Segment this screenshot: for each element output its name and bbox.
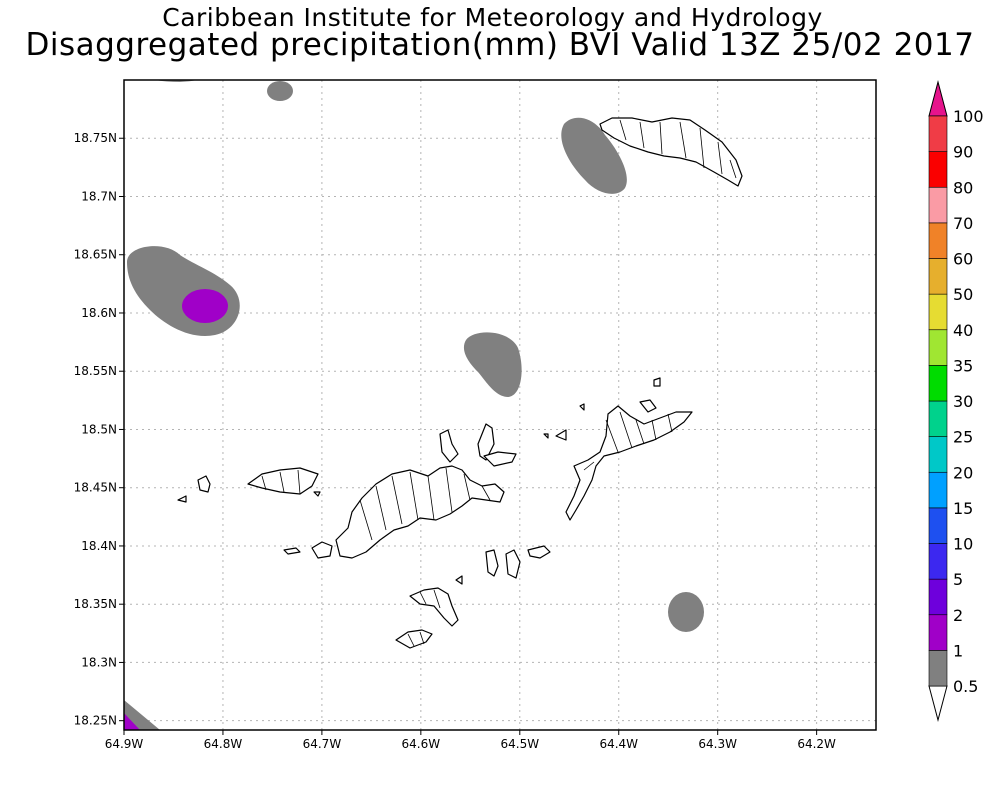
island-west-dot — [177, 495, 187, 503]
legend-swatch — [928, 293, 948, 331]
legend-label: 10 — [953, 535, 973, 554]
legend-label: 35 — [953, 356, 973, 375]
y-tick-label: 18.7N — [81, 189, 117, 203]
island-peter — [409, 587, 459, 627]
x-tick-label: 64.9W — [105, 737, 144, 751]
plot-background — [124, 80, 876, 730]
legend-triangle-high — [928, 80, 948, 117]
title-line1: Caribbean Institute for Meteorology and … — [162, 3, 823, 32]
island-virgin-gorda — [565, 405, 693, 521]
island-parcels — [261, 119, 737, 647]
legend-swatch — [928, 222, 948, 259]
x-tick-label: 64.7W — [303, 737, 342, 751]
x-tick-label: 64.3W — [698, 737, 737, 751]
legend-swatch — [928, 151, 948, 188]
legend-label: 0.5 — [953, 677, 978, 696]
island-little-thatch — [283, 547, 301, 555]
island-great-camanoe — [477, 423, 495, 461]
legend-label: 90 — [953, 143, 973, 162]
legend-swatch — [928, 400, 948, 437]
legend-swatch — [928, 543, 948, 580]
legend-label: 30 — [953, 392, 973, 411]
legend-swatch — [928, 329, 948, 366]
legend-label: 50 — [953, 285, 973, 304]
island-dead-chest — [455, 575, 463, 585]
y-tick-label: 18.25N — [74, 714, 117, 728]
y-tick-label: 18.65N — [74, 248, 117, 262]
precip-layer — [124, 80, 704, 730]
x-tick-label: 64.8W — [204, 737, 243, 751]
legend-swatch — [928, 578, 948, 616]
x-tick-label: 64.6W — [402, 737, 441, 751]
cell-anegada — [561, 117, 627, 194]
islands-layer — [177, 117, 743, 649]
legend-swatch — [928, 614, 948, 651]
island-ginger — [527, 545, 551, 559]
legend-label: 2 — [953, 606, 963, 625]
legend-triangle-low — [928, 685, 948, 722]
island-cooper — [485, 549, 499, 577]
y-tick-label: 18.4N — [81, 539, 117, 553]
y-tick-label: 18.45N — [74, 481, 117, 495]
legend-swatch — [928, 258, 948, 295]
legend-label: 15 — [953, 499, 973, 518]
island-tortola — [335, 465, 505, 559]
title-line2: Disaggregated precipitation(mm) BVI Vali… — [25, 27, 975, 63]
y-tick-label: 18.55N — [74, 364, 117, 378]
legend-swatch — [928, 186, 948, 224]
island-guana-small — [543, 433, 549, 439]
island-west-small — [197, 475, 211, 493]
island-necker — [653, 377, 661, 387]
y-tick-label: 18.35N — [74, 597, 117, 611]
plot-frame — [123, 79, 877, 731]
island-great-thatch — [311, 541, 333, 559]
y-tick-label: 18.75N — [74, 131, 117, 145]
legend-swatch — [928, 365, 948, 402]
island-scrub — [439, 429, 459, 463]
y-tick-label: 18.5N — [81, 422, 117, 436]
legend-label: 100 — [953, 107, 984, 126]
x-axis-ticks: 64.9W 64.8W 64.7W 64.6W 64.5W 64.4W 64.3W 64.2W — [105, 730, 836, 751]
legend-label: 5 — [953, 570, 963, 589]
legend-label: 40 — [953, 321, 973, 340]
island-east-dot — [313, 491, 321, 497]
x-tick-label: 64.4W — [599, 737, 638, 751]
legend-label: 1 — [953, 641, 963, 660]
x-tick-label: 64.5W — [500, 737, 539, 751]
legend-label: 60 — [953, 250, 973, 269]
x-tick-label: 64.2W — [797, 737, 836, 751]
cell-southeast — [668, 592, 704, 632]
island-mosquito — [639, 399, 657, 413]
cell-west-core — [182, 289, 228, 323]
y-axis-ticks: 18.25N 18.3N 18.35N 18.4N 18.45N 18.5N 18.55N 1… — [74, 131, 124, 728]
island-norman — [395, 629, 433, 649]
island-salt — [505, 549, 521, 579]
cell-central — [463, 332, 522, 397]
cell-southwest-core — [124, 713, 140, 730]
island-anegada — [599, 117, 743, 187]
y-tick-label: 18.6N — [81, 306, 117, 320]
legend-label: 70 — [953, 214, 973, 233]
legend-label: 25 — [953, 428, 973, 447]
legend-label: 80 — [953, 178, 973, 197]
cell-southwest-corner — [124, 700, 160, 730]
y-tick-label: 18.3N — [81, 655, 117, 669]
cell-small-north — [267, 81, 293, 101]
legend-swatch — [928, 650, 948, 687]
legend-swatch — [928, 507, 948, 544]
legend-swatch — [928, 436, 948, 473]
island-marina-dot — [555, 429, 567, 441]
island-north-dot — [579, 403, 585, 411]
legend-label: 20 — [953, 463, 973, 482]
legend-swatch — [928, 471, 948, 509]
legend-swatch — [928, 115, 948, 152]
island-beef — [483, 451, 517, 467]
